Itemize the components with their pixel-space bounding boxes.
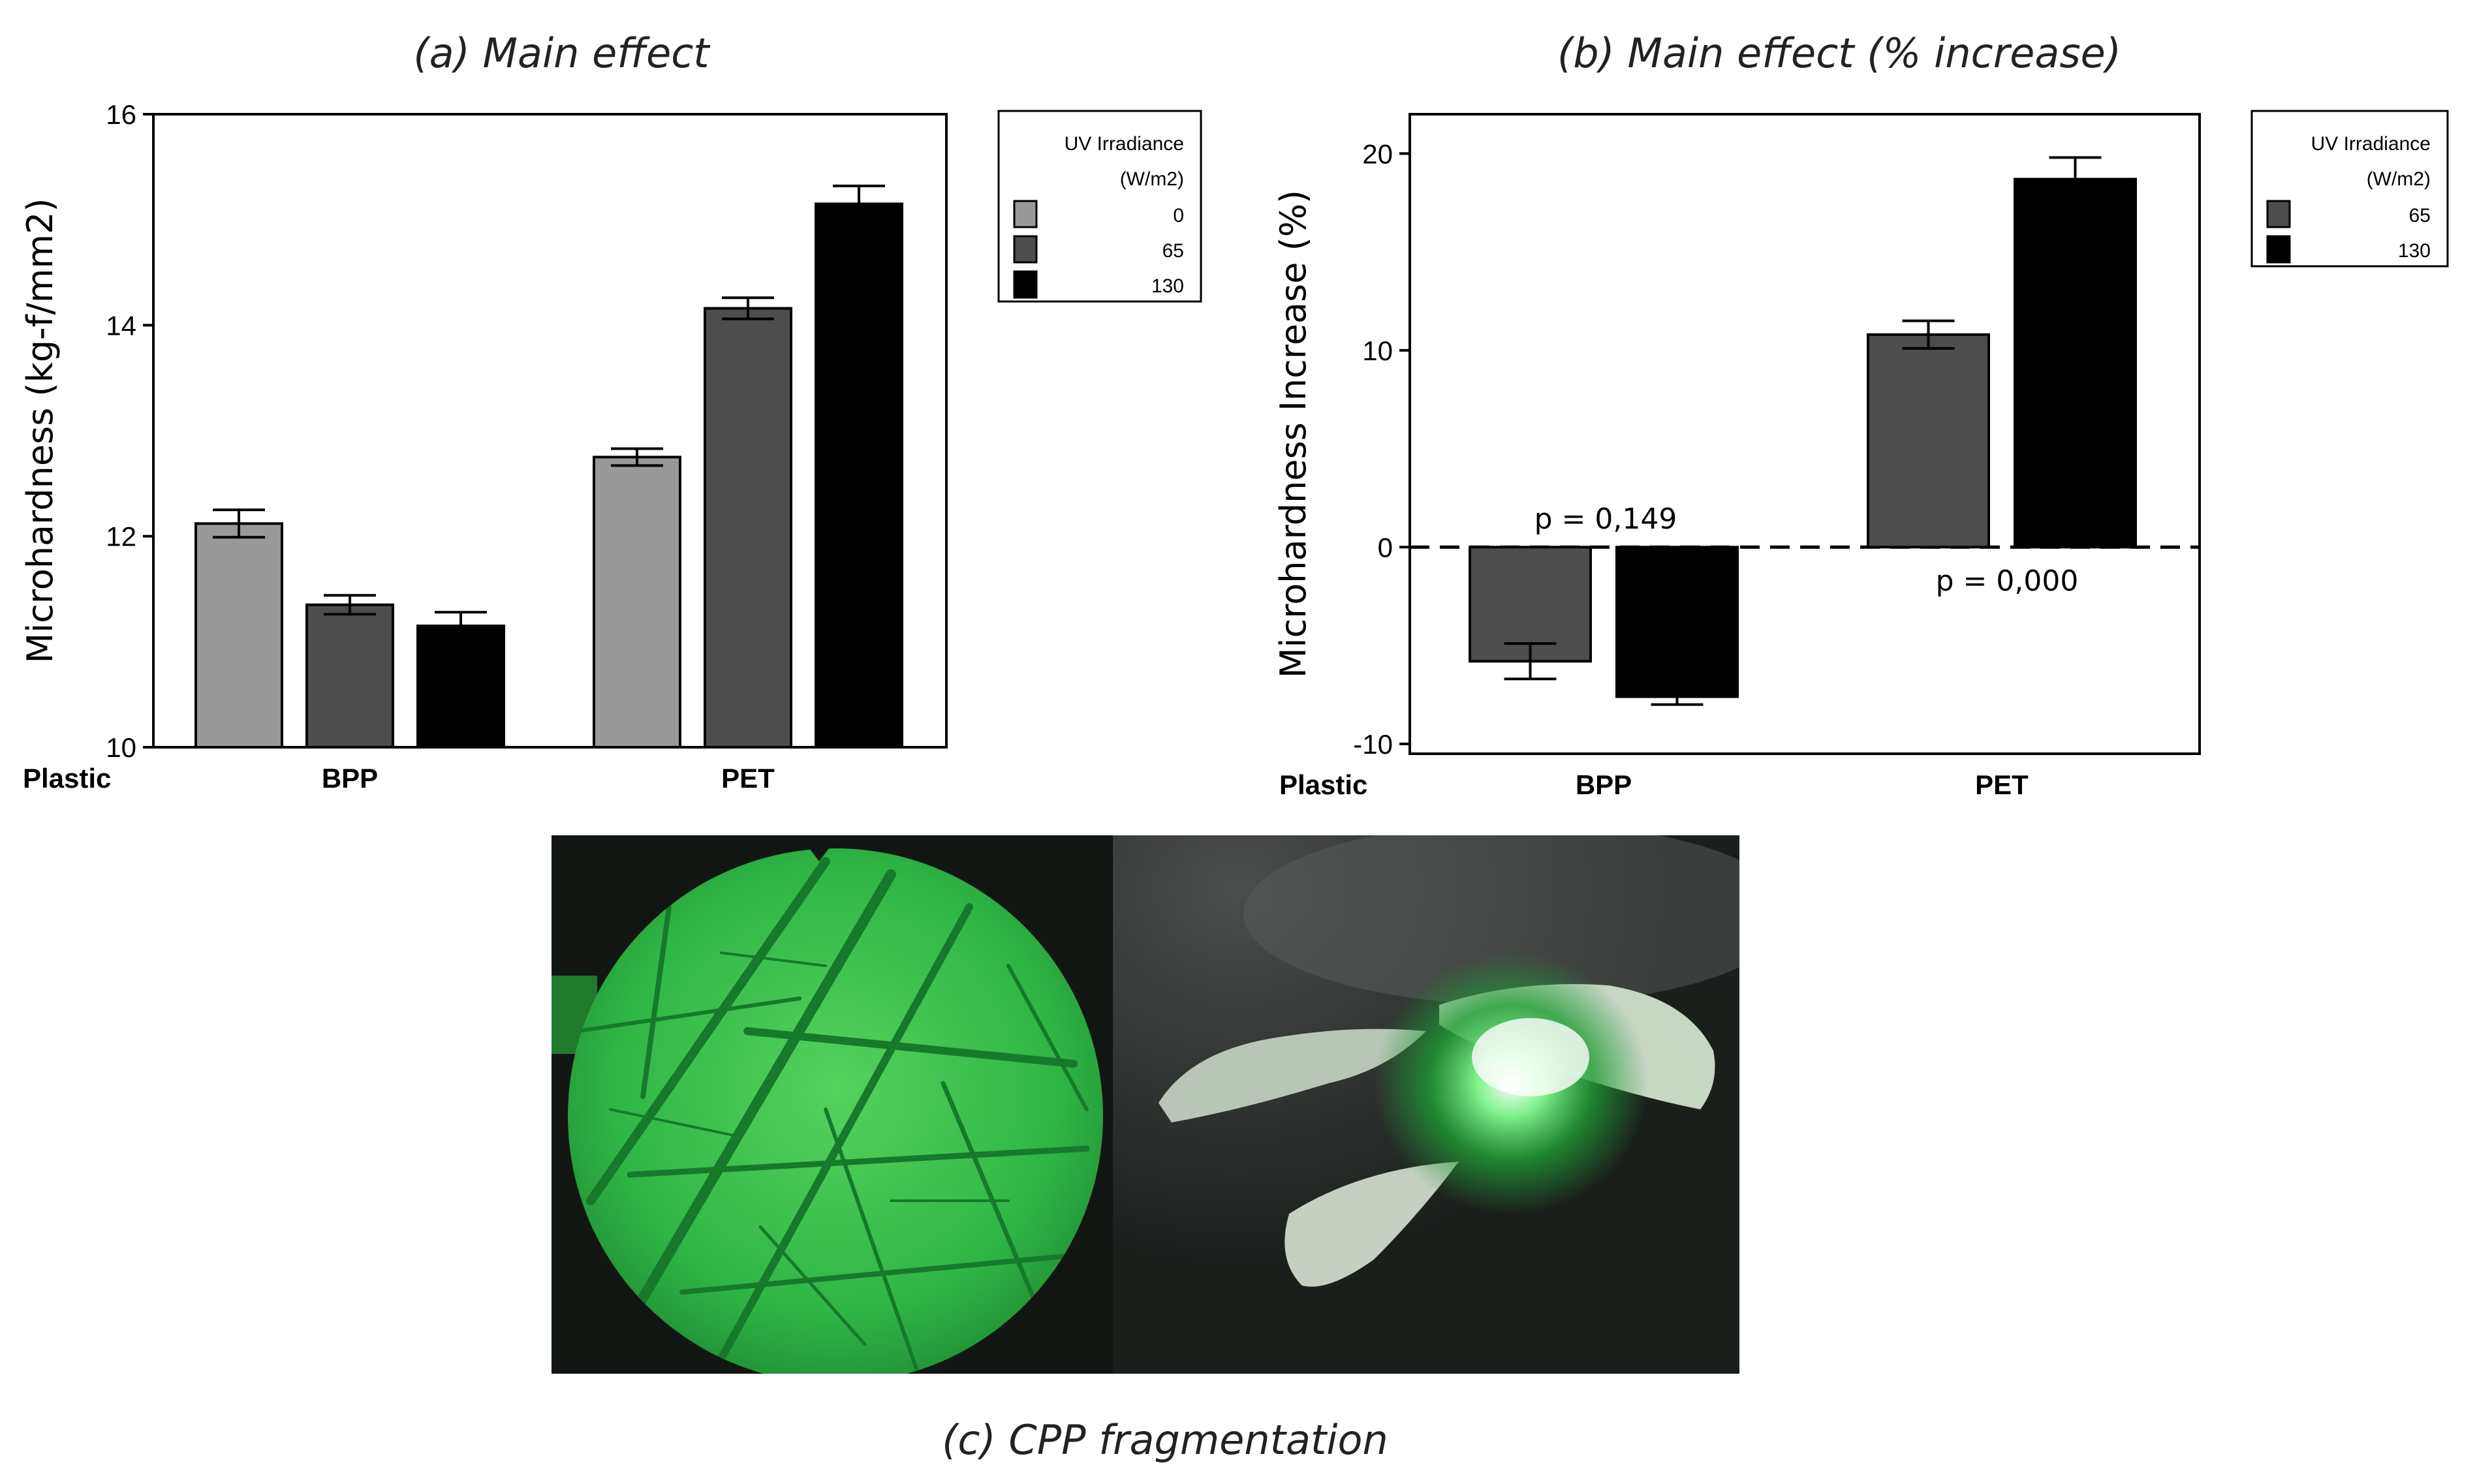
legend-label-130: 130 [1151, 275, 1184, 297]
x-category-label: BPP [1576, 769, 1632, 800]
legend-title: UV Irradiance [2311, 133, 2431, 155]
bar-pet-65 [1867, 333, 1990, 549]
y-tick-label: 12 [106, 521, 136, 552]
bar-pet-130 [2014, 178, 2137, 549]
x-category-label: PET [1975, 769, 2029, 800]
legend-label-65: 65 [1162, 240, 1184, 262]
legend-swatch-65 [2266, 200, 2291, 228]
y-tick-label: 16 [106, 99, 136, 130]
plot-frame [152, 113, 948, 749]
x-prefix-label: Plastic [1279, 769, 1367, 800]
photo-left-leaf-pattern [552, 835, 1113, 1374]
chart-b: -10 0 10 20 Microhardness Increase (%) BPP PET… [1273, 110, 2449, 800]
x-category-label: PET [721, 763, 775, 794]
photo-right-fragments [1113, 835, 1739, 1374]
y-tick-label: 20 [1362, 138, 1393, 169]
x-category-label: BPP [322, 763, 378, 794]
panel-a-title: (a) Main effect [413, 29, 709, 77]
y-tick-label: -10 [1353, 729, 1393, 760]
annotation-p-bpp: p = 0,149 [1534, 502, 1677, 536]
y-axis-label: Microhardness Increase (%) [1273, 190, 1314, 678]
bar-bpp-65 [1469, 546, 1592, 663]
legend-label-0: 0 [1173, 205, 1184, 226]
legend-swatch-130 [1013, 270, 1038, 299]
panel-b-title: (b) Main effect (% increase) [1557, 29, 2121, 77]
plot-frame [1409, 113, 2201, 755]
bar-bpp-65 [305, 603, 394, 749]
legend-subtitle: (W/m2) [2367, 168, 2431, 190]
legend-swatch-65 [1013, 235, 1038, 264]
bar-bpp-0 [195, 522, 283, 749]
chart-a: 10 12 14 16 Microhardness (kg-f/mm2) BPP PET Pl… [20, 99, 1202, 794]
legend-label-65: 65 [2409, 205, 2431, 226]
bar-pet-130 [815, 202, 903, 749]
bar-bpp-130 [1615, 546, 1739, 698]
legend-title: UV Irradiance [1065, 133, 1184, 155]
photo-caption: (c) CPP fragmentation [942, 1416, 1388, 1464]
bar-bpp-130 [416, 625, 505, 749]
y-tick-label: 10 [1362, 335, 1393, 366]
fragment-bottom [1284, 1162, 1459, 1287]
bar-pet-65 [704, 307, 792, 749]
legend-swatch-0 [1013, 200, 1038, 228]
bar-pet-0 [593, 456, 681, 749]
y-tick-label: 0 [1378, 532, 1393, 563]
leaf-disc [568, 848, 1103, 1374]
legend-subtitle: (W/m2) [1120, 168, 1184, 190]
y-tick-label: 10 [106, 732, 136, 763]
x-prefix-label: Plastic [23, 763, 111, 794]
legend-label-130: 130 [2398, 240, 2431, 262]
legend-swatch-130 [2266, 235, 2291, 264]
fragment-left [1159, 1028, 1426, 1122]
y-tick-label: 14 [106, 310, 136, 341]
y-axis-label: Microhardness (kg-f/mm2) [20, 198, 61, 664]
annotation-p-pet: p = 0,000 [1936, 564, 2079, 598]
